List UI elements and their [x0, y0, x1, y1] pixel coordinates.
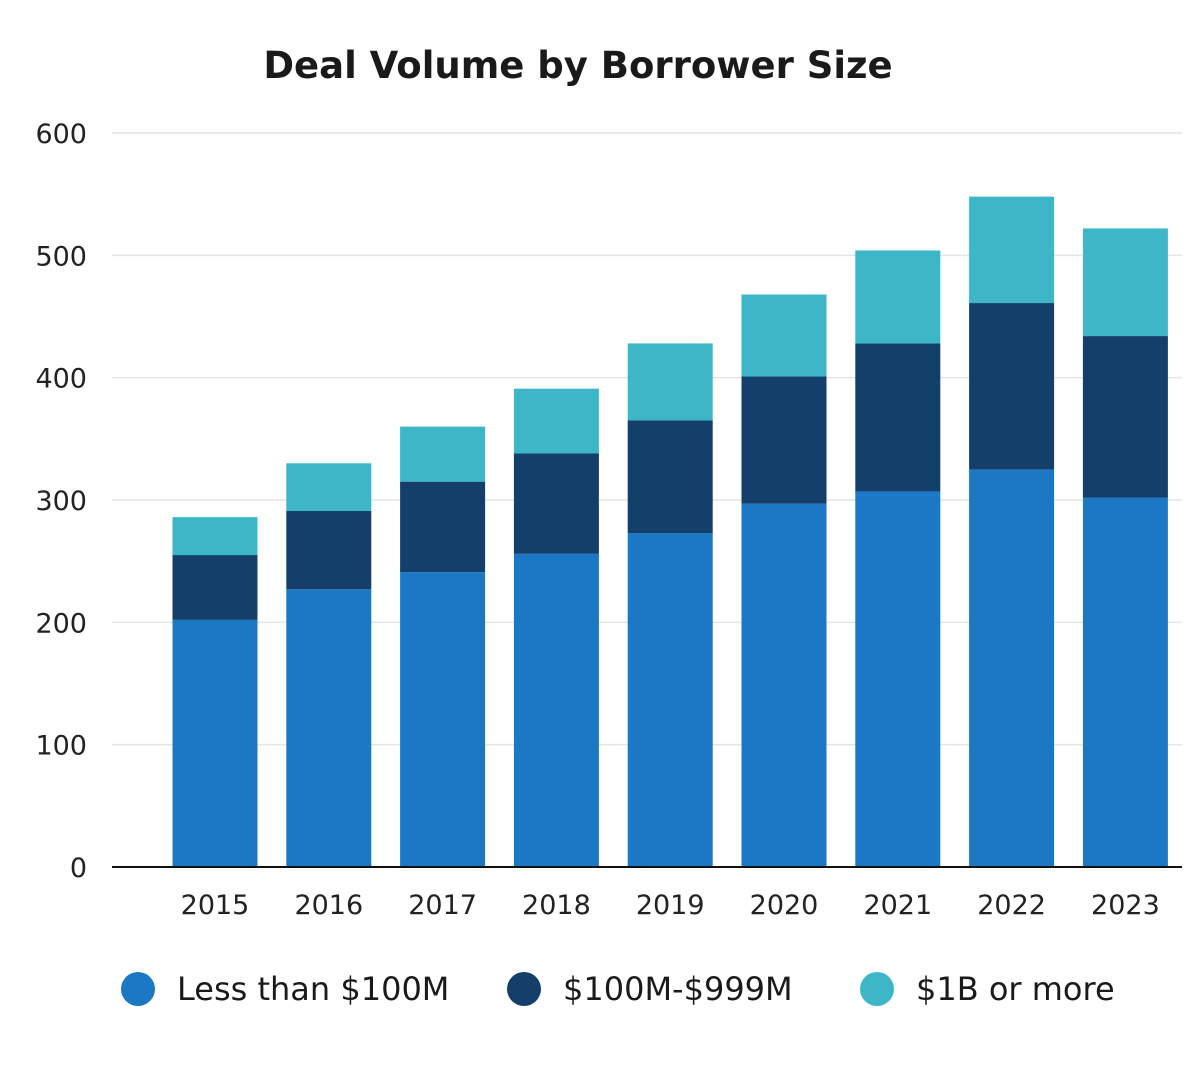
bar-segment [1082, 228, 1168, 337]
legend-item-0: Less than $100M [121, 970, 449, 1008]
bar-segment [513, 453, 599, 554]
bar-segment [400, 481, 486, 573]
legend-item-2: $1B or more [860, 970, 1115, 1008]
bar-segment [627, 343, 713, 421]
bar-segment [855, 250, 941, 344]
legend-label-0: Less than $100M [177, 970, 450, 1008]
y-tick-label: 0 [70, 853, 87, 884]
bar-segment [286, 511, 372, 590]
legend-swatch-0 [121, 972, 155, 1006]
bar-segment [172, 555, 258, 620]
bar-segment [286, 589, 372, 867]
x-tick-label: 2016 [294, 890, 363, 921]
chart-title: Deal Volume by Borrower Size [263, 44, 893, 87]
y-tick-label: 500 [35, 241, 87, 272]
bar-segment [627, 420, 713, 534]
y-tick-label: 300 [35, 486, 87, 517]
bar-segment [969, 196, 1055, 304]
x-tick-label: 2018 [522, 890, 591, 921]
x-tick-label: 2015 [181, 890, 250, 921]
plot-area: 0 100 200 300 400 500 600 2015 2016 2017 2018 2019 2… [35, 119, 1182, 921]
legend-swatch-2 [860, 972, 894, 1006]
bar-segment [855, 491, 941, 867]
x-tick-label: 2020 [750, 890, 819, 921]
bar-segment [513, 553, 599, 867]
legend-swatch-1 [507, 972, 541, 1006]
bar-segment [741, 376, 827, 504]
bar-segment [741, 294, 827, 377]
bar-segment [172, 517, 258, 556]
bar-segment [627, 533, 713, 867]
bar-segment [513, 388, 599, 454]
bar-segment [400, 572, 486, 867]
bar-segment [172, 619, 258, 867]
bar-segment [1082, 336, 1168, 498]
x-tick-label: 2022 [977, 890, 1046, 921]
bar-segment [400, 426, 486, 482]
bar-segment [741, 503, 827, 867]
y-tick-label: 400 [35, 364, 87, 395]
x-tick-label: 2021 [863, 890, 932, 921]
bar-segment [855, 343, 941, 492]
x-tick-label: 2019 [636, 890, 705, 921]
bar-segment [286, 463, 372, 512]
y-tick-label: 600 [35, 119, 87, 150]
legend: Less than $100M $100M-$999M $1B or more [0, 970, 1200, 1020]
legend-label-2: $1B or more [916, 970, 1115, 1008]
legend-item-1: $100M-$999M [507, 970, 793, 1008]
legend-label-1: $100M-$999M [563, 970, 793, 1008]
bar-segment [969, 469, 1055, 867]
bar-segment [969, 303, 1055, 470]
bar-segment [1082, 497, 1168, 867]
y-tick-label: 200 [35, 608, 87, 639]
y-tick-label: 100 [35, 731, 87, 762]
x-tick-label: 2023 [1091, 890, 1160, 921]
x-tick-label: 2017 [408, 890, 477, 921]
